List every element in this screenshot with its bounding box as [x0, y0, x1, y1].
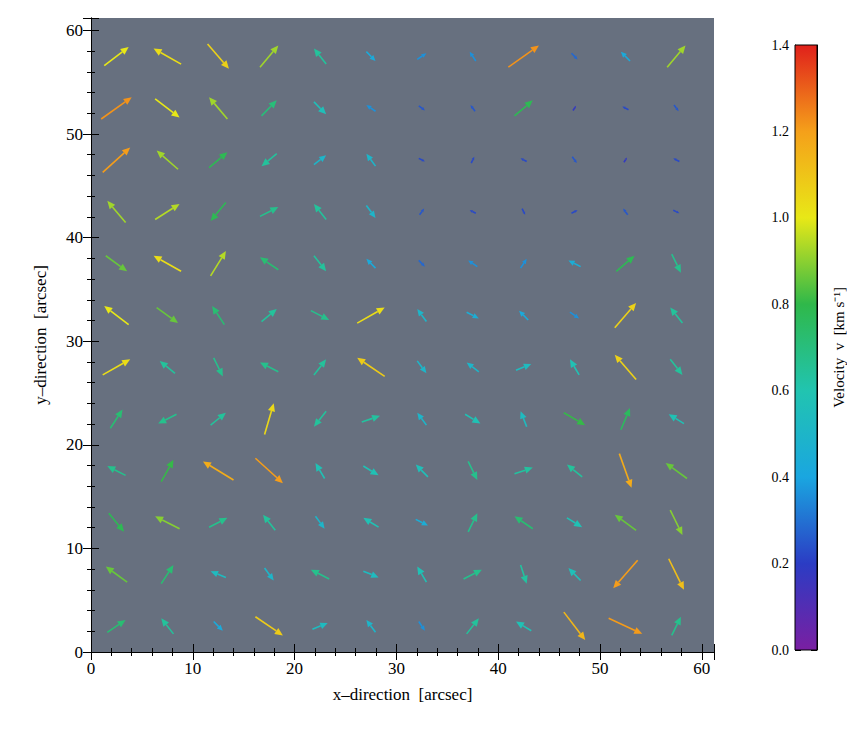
svg-text:0.0: 0.0 — [772, 643, 790, 658]
svg-text:30: 30 — [388, 659, 405, 678]
svg-text:0: 0 — [75, 643, 84, 662]
svg-text:10: 10 — [66, 539, 83, 558]
svg-text:y–direction [arcsec]: y–direction [arcsec] — [31, 265, 50, 405]
svg-text:1.0: 1.0 — [772, 210, 790, 225]
svg-text:30: 30 — [66, 332, 83, 351]
svg-text:60: 60 — [66, 21, 83, 40]
svg-text:40: 40 — [490, 659, 507, 678]
svg-text:20: 20 — [286, 659, 303, 678]
svg-text:Velocity v [km s⁻¹]: Velocity v [km s⁻¹] — [831, 287, 847, 408]
svg-text:0.4: 0.4 — [772, 470, 790, 485]
svg-text:1.2: 1.2 — [772, 124, 790, 139]
svg-text:1.4: 1.4 — [772, 38, 790, 53]
svg-text:50: 50 — [591, 659, 608, 678]
svg-text:0: 0 — [87, 659, 96, 678]
svg-text:0.6: 0.6 — [772, 383, 790, 398]
svg-text:50: 50 — [66, 125, 83, 144]
svg-text:40: 40 — [66, 228, 83, 247]
svg-text:0.2: 0.2 — [772, 556, 790, 571]
svg-text:10: 10 — [184, 659, 201, 678]
svg-text:60: 60 — [693, 659, 710, 678]
svg-text:x–direction [arcsec]: x–direction [arcsec] — [333, 685, 473, 704]
svg-text:0.8: 0.8 — [772, 297, 790, 312]
svg-text:20: 20 — [66, 435, 83, 454]
